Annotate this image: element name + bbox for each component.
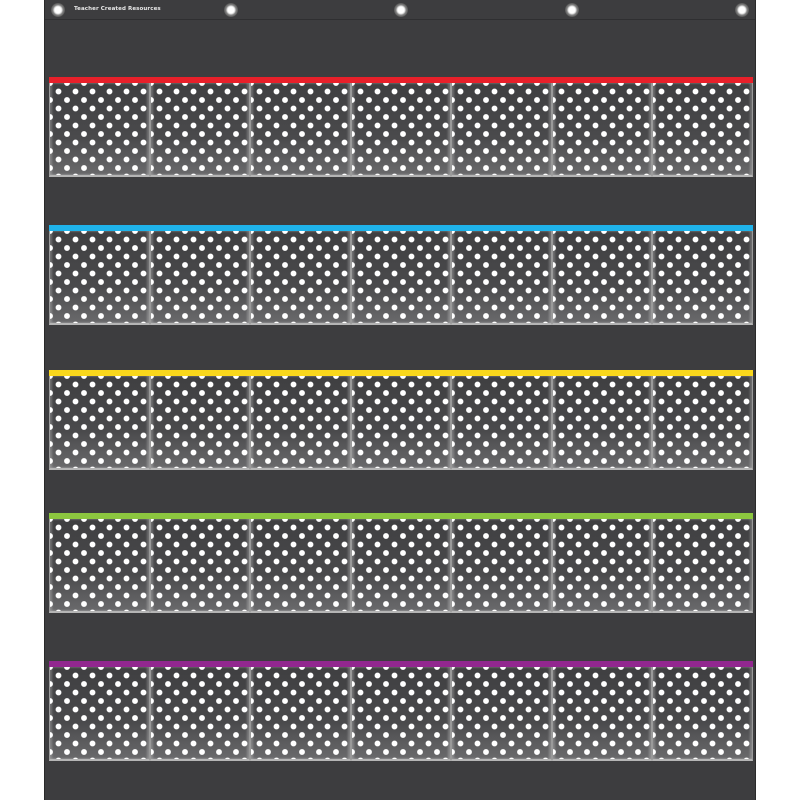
pocket [350,231,452,325]
pockets [49,519,754,613]
pocket [551,83,653,177]
pockets [49,667,754,761]
pockets [49,83,754,177]
color-stripe [49,661,753,667]
pocket [652,667,754,761]
pocket [451,519,552,613]
color-stripe [49,77,753,83]
pocket [551,667,653,761]
grommet-icon [224,3,238,17]
pocket [49,376,150,470]
pocket [652,83,754,177]
brand-label: Teacher Created Resources [74,6,161,12]
pocket [652,519,754,613]
pocket [652,376,754,470]
pocket [250,519,351,613]
pocket [551,231,653,325]
pocket-row [49,77,754,177]
grommet-icon [394,3,408,17]
pocket [451,231,552,325]
pocket [149,667,251,761]
pocket-row [49,661,754,761]
pockets [49,231,754,325]
color-stripe [49,225,753,231]
grommet-icon [51,3,65,17]
pocket-row [49,225,754,325]
grommet-icon [565,3,579,17]
pocket-row [49,513,754,613]
pocket [149,231,251,325]
pocket [451,376,552,470]
pocket [250,376,351,470]
pocket [250,667,351,761]
pocket [350,376,452,470]
color-stripe [49,370,753,376]
pockets [49,376,754,470]
grommet-icon [735,3,749,17]
pocket [551,519,653,613]
pocket [451,667,552,761]
pocket [350,83,452,177]
pocket [551,376,653,470]
pocket [49,83,150,177]
color-stripe [49,513,753,519]
pocket [149,519,251,613]
pocket [49,519,150,613]
pocket [250,83,351,177]
pocket [652,231,754,325]
pocket [451,83,552,177]
pocket [350,667,452,761]
pocket [149,83,251,177]
pocket [149,376,251,470]
pocket-chart: Teacher Created Resources [44,0,756,800]
pocket [49,667,150,761]
pocket-row [49,370,754,470]
header-seam [45,19,755,20]
pocket [250,231,351,325]
pocket [350,519,452,613]
pocket [49,231,150,325]
